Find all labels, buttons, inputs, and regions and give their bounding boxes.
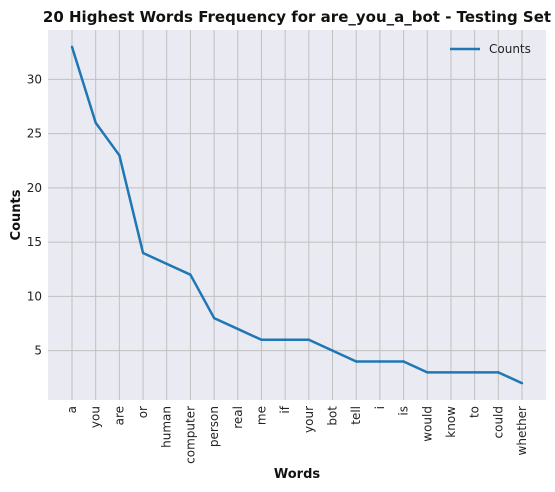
data-point (355, 360, 358, 363)
x-tick-label: person (207, 406, 221, 447)
x-tick-label: would (420, 406, 434, 442)
x-tick-label: know (444, 406, 458, 438)
x-tick-label: is (397, 406, 411, 416)
x-tick-label: bot (326, 406, 340, 426)
data-point (520, 381, 524, 385)
legend-label: Counts (489, 42, 531, 56)
x-tick-labels: a you are or human computer person real me if your… (65, 405, 529, 464)
data-point (283, 338, 287, 341)
x-tick-label: you (89, 406, 103, 428)
data-point (449, 371, 453, 374)
x-tick-label: me (254, 406, 268, 425)
data-point (497, 371, 500, 374)
y-tick-label: 5 (34, 344, 42, 358)
data-point (473, 371, 476, 374)
y-tick-label: 10 (27, 289, 42, 303)
x-tick-label: tell (349, 406, 363, 425)
x-tick-label: i (373, 406, 387, 409)
x-tick-label: a (65, 406, 79, 413)
data-point (118, 154, 121, 157)
plot-area (48, 30, 546, 400)
x-tick-label: your (302, 406, 316, 433)
x-tick-label: computer (183, 406, 197, 464)
data-point (426, 371, 429, 374)
x-tick-label: to (468, 406, 482, 418)
x-axis-label: Words (274, 467, 321, 482)
x-tick-label: or (136, 406, 150, 418)
data-point (402, 360, 405, 363)
x-tick-label: if (278, 405, 292, 413)
y-tick-labels: 5 10 15 20 25 30 (27, 72, 42, 357)
x-tick-label: are (112, 406, 126, 425)
data-point (94, 121, 97, 124)
data-point (307, 338, 311, 341)
chart-title: 20 Highest Words Frequency for are_you_a… (43, 8, 551, 26)
data-point (165, 262, 168, 266)
data-point (260, 338, 263, 341)
x-tick-label: could (491, 406, 505, 439)
data-point (236, 327, 239, 331)
data-point (331, 349, 334, 352)
x-tick-label: real (231, 406, 245, 429)
y-tick-label: 20 (27, 181, 42, 195)
data-point (378, 360, 382, 363)
legend: Counts (450, 42, 531, 56)
data-point (189, 273, 192, 276)
y-tick-label: 15 (27, 235, 42, 249)
x-tick-label: human (160, 406, 174, 448)
data-point (70, 45, 74, 49)
series-line-counts (70, 46, 523, 385)
y-axis-label: Counts (9, 189, 24, 240)
data-point (141, 251, 145, 255)
y-tick-label: 25 (27, 127, 42, 141)
series-layer (70, 45, 524, 385)
grid-lines (48, 30, 546, 400)
data-point (212, 316, 216, 320)
x-tick-label: whether (515, 406, 529, 455)
y-tick-label: 30 (27, 72, 42, 86)
